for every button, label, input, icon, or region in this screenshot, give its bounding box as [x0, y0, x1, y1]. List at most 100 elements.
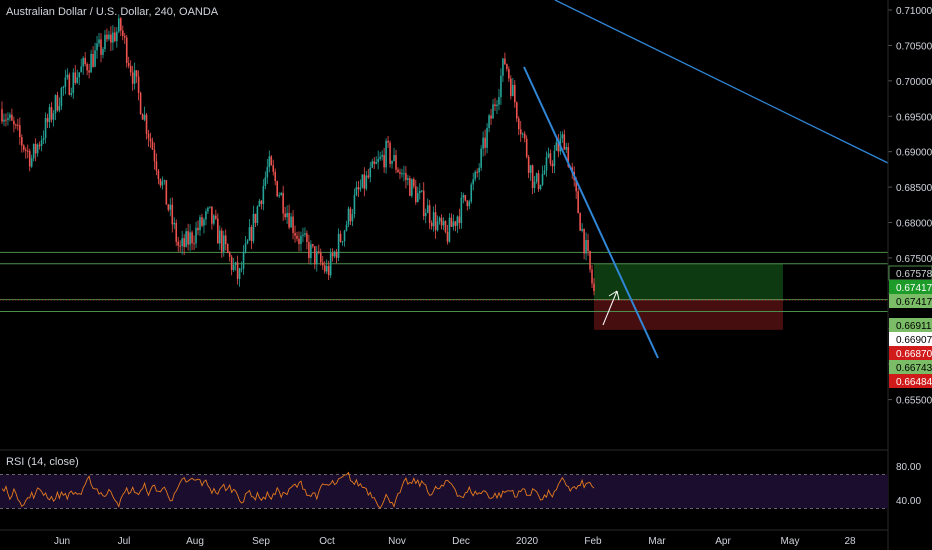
candle-body	[288, 213, 290, 228]
candle-body	[151, 141, 154, 150]
position-tool[interactable]	[594, 263, 783, 330]
candle-body	[535, 173, 538, 182]
candle-body	[228, 252, 231, 257]
candle-body	[173, 222, 176, 225]
candle-body	[242, 251, 245, 269]
candle-body	[125, 37, 128, 63]
candle-body	[304, 233, 306, 235]
candle-body	[157, 170, 160, 180]
candle-body	[531, 165, 534, 188]
time-axis[interactable]: Jun Jul Aug Sep Oct Nov Dec 2020 Feb Mar Apr May 28	[0, 529, 888, 547]
price-tick-label: 0.70000	[896, 77, 932, 88]
price-label-text: 0.66911	[896, 321, 932, 332]
candle-body	[82, 57, 84, 67]
candle-body	[171, 204, 174, 225]
candle-body	[276, 181, 279, 197]
time-tick-label: Oct	[319, 536, 335, 547]
candle-body	[108, 34, 110, 40]
candle-body	[217, 218, 219, 244]
time-tick-label: Sep	[252, 536, 270, 547]
horizontal-levels[interactable]	[0, 251, 888, 313]
price-label-text: 0.66907	[896, 335, 932, 346]
candle-body	[523, 133, 526, 139]
candle-body	[209, 206, 211, 208]
candle-body	[504, 58, 506, 65]
candle-body	[415, 186, 417, 203]
price-tick-label: 0.70500	[896, 41, 932, 52]
candle-body	[230, 256, 233, 270]
candle-body	[335, 251, 338, 258]
candle-body	[409, 178, 411, 196]
price-label-badge	[889, 374, 932, 388]
candle-body	[308, 242, 310, 259]
trendlines[interactable]	[523, 0, 889, 359]
candle-body	[161, 181, 164, 186]
candle-body	[98, 39, 100, 44]
candle-body	[302, 234, 304, 236]
candle-body	[193, 243, 195, 245]
candle-body	[405, 173, 407, 181]
candle-body	[129, 65, 132, 73]
candle-body	[401, 173, 403, 175]
candle-body	[349, 208, 352, 222]
candle-body	[60, 87, 63, 106]
candle-body	[296, 235, 298, 239]
price-label-text: 0.66870	[896, 349, 932, 360]
position-stop-zone	[594, 299, 783, 330]
chart-title: Australian Dollar / U.S. Dollar, 240, OA…	[6, 6, 219, 18]
candle-body	[64, 77, 67, 87]
candle-body	[587, 240, 589, 252]
candle-body	[462, 195, 465, 198]
candle-body	[512, 84, 514, 96]
candle-body	[1, 109, 3, 122]
candle-body	[470, 184, 473, 202]
candle-body	[20, 137, 23, 146]
arrow-annotation	[602, 290, 620, 326]
price-label-badge	[889, 280, 932, 294]
candle-body	[500, 75, 502, 98]
candle-body	[96, 43, 98, 51]
trendline-long	[554, 0, 889, 164]
candle-body	[517, 118, 520, 130]
candle-body	[357, 187, 360, 190]
candle-body	[577, 191, 579, 214]
candle-body	[452, 221, 455, 227]
candle-body	[337, 233, 340, 258]
candle-body	[262, 185, 265, 205]
candle-body	[355, 187, 358, 196]
price-label-text: 0.66484	[896, 377, 932, 388]
candle-body	[543, 170, 546, 174]
candle-body	[420, 190, 423, 192]
candle-body	[68, 74, 71, 95]
candle-body	[76, 77, 79, 83]
price-tick-label: 0.68000	[896, 219, 932, 230]
candle-body	[135, 70, 138, 77]
candle-body	[310, 244, 312, 259]
candle-body	[32, 143, 35, 159]
candle-body	[66, 74, 69, 78]
candle-body	[153, 149, 156, 162]
candle-body	[397, 169, 399, 173]
candle-body	[232, 264, 235, 270]
rsi-pane[interactable]: 80.00 40.00	[0, 462, 921, 509]
candle-body	[290, 216, 292, 228]
price-tick-label: 0.69500	[896, 112, 932, 123]
price-label-text: 0.66743	[896, 363, 932, 374]
candle-body	[34, 143, 37, 154]
candle-body	[506, 64, 508, 70]
candle-body	[444, 221, 447, 232]
candle-body	[593, 283, 595, 292]
candle-body	[17, 124, 19, 126]
candle-body	[260, 200, 263, 205]
candle-body	[298, 238, 300, 244]
candle-body	[177, 241, 180, 246]
candle-body	[589, 251, 591, 270]
candle-body	[165, 180, 168, 205]
candle-body	[280, 192, 282, 196]
candle-body	[442, 221, 445, 226]
candle-body	[359, 187, 362, 190]
candle-body	[539, 184, 542, 190]
candle-body	[268, 156, 271, 168]
candle-body	[563, 134, 566, 150]
